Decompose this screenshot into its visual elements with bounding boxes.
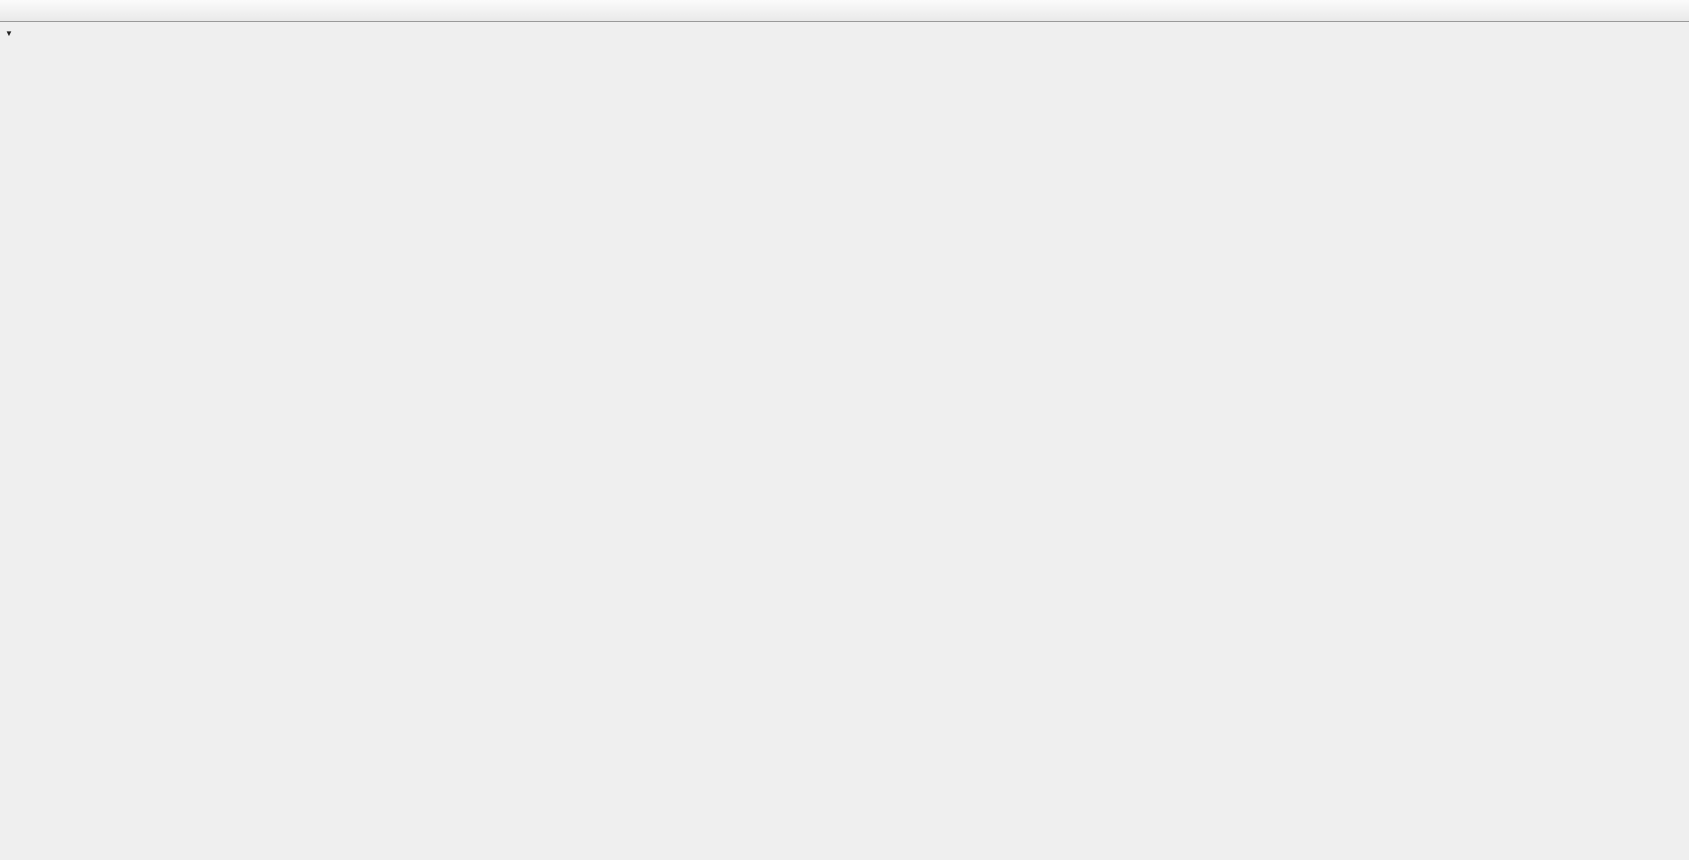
symbol-dropdown-icon[interactable]: ▼ [5,29,13,38]
main-toolbar [0,0,1689,22]
